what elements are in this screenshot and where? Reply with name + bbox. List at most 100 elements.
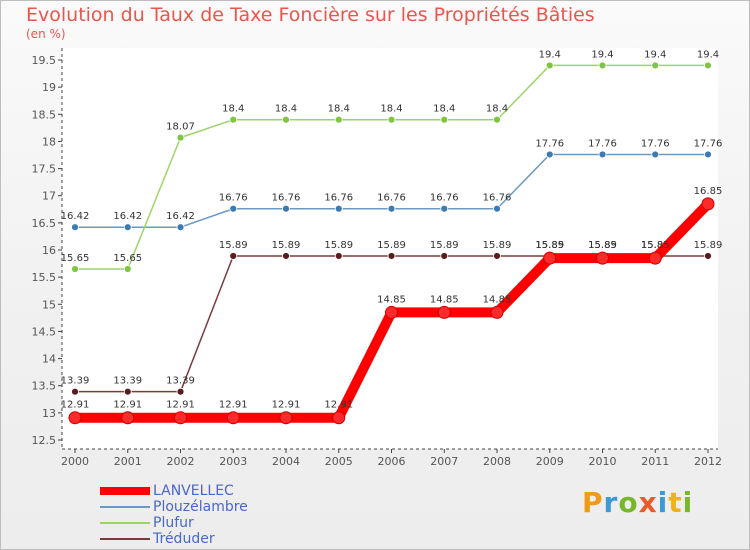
- data-point: [701, 197, 715, 211]
- x-tick-label: 2008: [483, 455, 511, 468]
- data-label: 15.89: [483, 240, 512, 251]
- chart-title: Evolution du Taux de Taxe Foncière sur l…: [26, 4, 595, 26]
- data-point: [334, 204, 343, 213]
- data-label: 19.4: [591, 49, 613, 60]
- data-label: 18.4: [328, 104, 350, 115]
- data-point: [229, 115, 238, 124]
- data-point: [121, 411, 135, 425]
- data-label: 15.89: [694, 240, 723, 251]
- data-point: [279, 411, 293, 425]
- data-label: 12.91: [166, 400, 195, 411]
- logo-letter: x: [638, 486, 658, 519]
- x-tick-label: 2000: [61, 455, 89, 468]
- series-plouz-lambre: 16.42 16.42 16.42 16.76 16.76 16.76 16.76 16.76…: [61, 138, 723, 232]
- y-tick-label: 13: [42, 407, 56, 420]
- data-point: [437, 305, 451, 319]
- data-point: [704, 150, 712, 159]
- proxiti-logo: Proxiti: [582, 486, 693, 519]
- data-label: 19.4: [697, 49, 719, 60]
- data-label: 15.85: [588, 240, 617, 251]
- legend-swatch: [100, 538, 150, 540]
- data-label: 18.4: [275, 104, 297, 115]
- data-point: [174, 411, 187, 425]
- data-label: 12.91: [219, 400, 248, 411]
- legend-label: Plouzélambre: [153, 499, 248, 515]
- data-label: 13.39: [166, 376, 195, 387]
- data-point: [68, 411, 82, 425]
- data-label: 12.91: [324, 400, 353, 411]
- plot-area: [62, 48, 718, 449]
- y-tick-label: 18: [42, 135, 56, 148]
- x-tick-label: 2004: [272, 455, 300, 468]
- logo-letter: o: [618, 486, 639, 519]
- y-tick-label: 17.5: [32, 163, 57, 176]
- data-point: [123, 265, 132, 273]
- x-tick-label: 2007: [430, 455, 458, 468]
- data-point: [282, 115, 290, 124]
- data-label: 16.85: [694, 186, 723, 197]
- data-label: 15.65: [113, 253, 142, 264]
- data-label: 16.76: [324, 193, 353, 204]
- data-label: 15.85: [641, 240, 670, 251]
- data-point: [387, 252, 396, 260]
- y-tick-label: 13.5: [32, 380, 57, 393]
- data-point: [123, 387, 132, 396]
- data-label: 15.89: [324, 240, 353, 251]
- y-tick-label: 19: [42, 81, 56, 94]
- data-label: 18.4: [486, 104, 508, 115]
- data-point: [176, 223, 185, 232]
- data-label: 18.4: [222, 104, 244, 115]
- data-label: 17.76: [694, 138, 723, 149]
- y-tick-label: 14.5: [32, 325, 57, 338]
- data-label: 16.76: [377, 193, 406, 204]
- logo-letter: t: [668, 486, 683, 519]
- x-tick-label: 2001: [114, 455, 142, 468]
- x-tick-label: 2006: [378, 455, 406, 468]
- logo-letter: P: [582, 486, 604, 519]
- data-point: [226, 411, 240, 425]
- data-point: [651, 61, 660, 70]
- y-tick-label: 15: [42, 298, 56, 311]
- data-point: [440, 252, 449, 260]
- y-axis-unit: (en %): [26, 27, 66, 41]
- data-point: [598, 61, 607, 70]
- legend-swatch: [100, 506, 150, 508]
- data-point: [651, 150, 660, 159]
- data-point: [229, 204, 238, 213]
- series-lanvellec: 12.91 12.91 12.91 12.91 12.91 12.91 14.85 14.85…: [61, 186, 723, 425]
- legend-label: Tréduder: [153, 531, 215, 547]
- legend-swatch: [100, 487, 150, 495]
- data-point: [176, 387, 185, 396]
- y-tick-label: 15.5: [32, 271, 57, 284]
- logo-letter: i: [682, 486, 694, 519]
- x-tick-label: 2012: [694, 455, 722, 468]
- legend-label: LANVELLEC: [153, 483, 234, 499]
- y-tick-label: 12.5: [32, 434, 57, 447]
- data-point: [387, 115, 396, 124]
- data-label: 17.76: [535, 138, 564, 149]
- data-label: 12.91: [61, 400, 90, 411]
- data-point: [493, 252, 501, 260]
- legend-swatch: [100, 522, 150, 524]
- data-point: [493, 204, 501, 213]
- data-point: [123, 223, 132, 232]
- data-point: [282, 252, 290, 260]
- series-plufur: 15.65 15.65 18.07 18.4 18.4 18.4 18.4 18.4 18.4 1…: [61, 49, 719, 273]
- data-label: 16.76: [483, 193, 512, 204]
- data-label: 16.76: [219, 193, 248, 204]
- data-label: 19.4: [644, 49, 666, 60]
- data-label: 12.91: [113, 400, 142, 411]
- data-label: 15.89: [377, 240, 406, 251]
- x-tick-label: 2003: [219, 455, 247, 468]
- data-point: [387, 204, 396, 213]
- data-label: 15.89: [588, 240, 617, 251]
- data-point: [229, 252, 238, 260]
- y-tick-label: 16: [42, 244, 56, 257]
- data-label: 14.85: [377, 294, 406, 305]
- data-label: 15.89: [535, 240, 564, 251]
- data-label: 17.76: [641, 138, 670, 149]
- data-label: 15.65: [61, 253, 90, 264]
- x-tick-label: 2011: [641, 455, 669, 468]
- data-point: [493, 115, 501, 124]
- data-label: 15.89: [430, 240, 459, 251]
